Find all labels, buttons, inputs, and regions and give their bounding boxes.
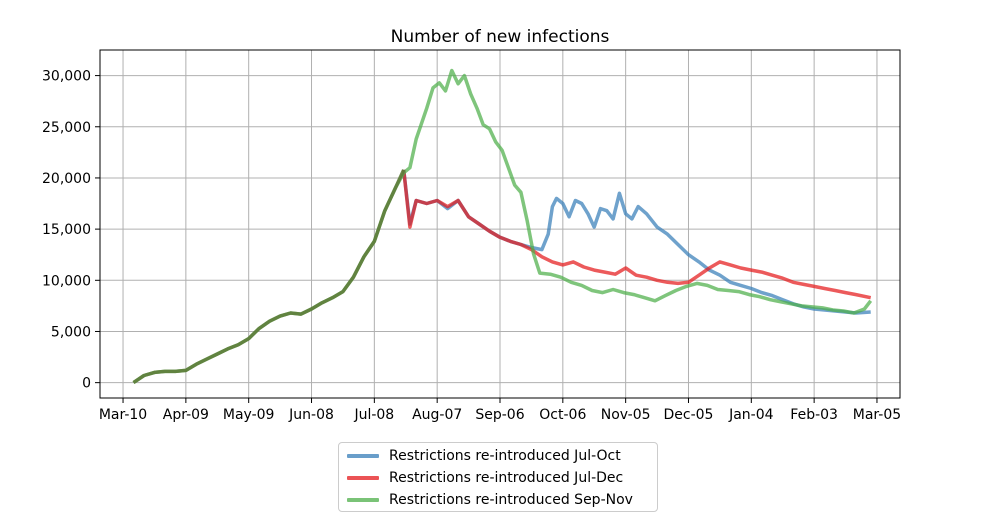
x-tick-label: Jan-04 xyxy=(728,407,774,423)
line-chart: Number of new infections Mar-10 Apr-09 May… xyxy=(42,27,901,423)
y-tick-label: 5,000 xyxy=(51,324,91,340)
legend-label: Restrictions re-introduced Sep-Nov xyxy=(389,492,633,508)
y-tick-label: 15,000 xyxy=(42,222,91,238)
x-tick-label: Jul-08 xyxy=(353,407,394,423)
x-tick-label: Sep-06 xyxy=(475,407,524,423)
legend-swatch xyxy=(347,498,379,502)
x-tick-label: Oct-06 xyxy=(539,407,586,423)
x-tick-label: Nov-05 xyxy=(601,407,651,423)
axes: Mar-10 Apr-09 May-09 Jun-08 Jul-08 Aug-07 Sep-… xyxy=(42,69,901,423)
series-line-2 xyxy=(401,169,872,300)
grid xyxy=(100,50,900,398)
y-tick-label: 0 xyxy=(82,376,91,392)
chart-title: Number of new infections xyxy=(391,27,610,47)
x-tick-label: Aug-07 xyxy=(412,407,462,423)
legend-label: Restrictions re-introduced Jul-Oct xyxy=(389,448,621,464)
legend-swatch xyxy=(347,476,379,480)
x-tick-label: Dec-05 xyxy=(663,407,713,423)
y-tick-label: 10,000 xyxy=(42,273,91,289)
x-tick-label: Apr-09 xyxy=(163,407,209,423)
x-tick-label: Feb-03 xyxy=(790,407,838,423)
legend-item: Restrictions re-introduced Sep-Nov xyxy=(347,489,649,511)
series-line-4 xyxy=(132,169,406,385)
y-tick-label: 30,000 xyxy=(42,69,91,85)
series-lines xyxy=(132,68,873,385)
legend-label: Restrictions re-introduced Jul-Dec xyxy=(389,470,624,486)
legend: Restrictions re-introduced Jul-Oct Restr… xyxy=(338,442,658,512)
legend-item: Restrictions re-introduced Jul-Oct xyxy=(347,445,649,467)
x-tick-label: Jun-08 xyxy=(288,407,334,423)
legend-item: Restrictions re-introduced Jul-Dec xyxy=(347,467,649,489)
series-line-1 xyxy=(401,169,871,315)
y-tick-label: 20,000 xyxy=(42,171,91,187)
x-tick-label: Mar-10 xyxy=(99,407,147,423)
x-tick-label: May-09 xyxy=(223,407,275,423)
series-line-3 xyxy=(132,68,873,385)
legend-swatch xyxy=(347,454,379,458)
y-tick-label: 25,000 xyxy=(42,120,91,136)
x-tick-label: Mar-05 xyxy=(853,407,901,423)
